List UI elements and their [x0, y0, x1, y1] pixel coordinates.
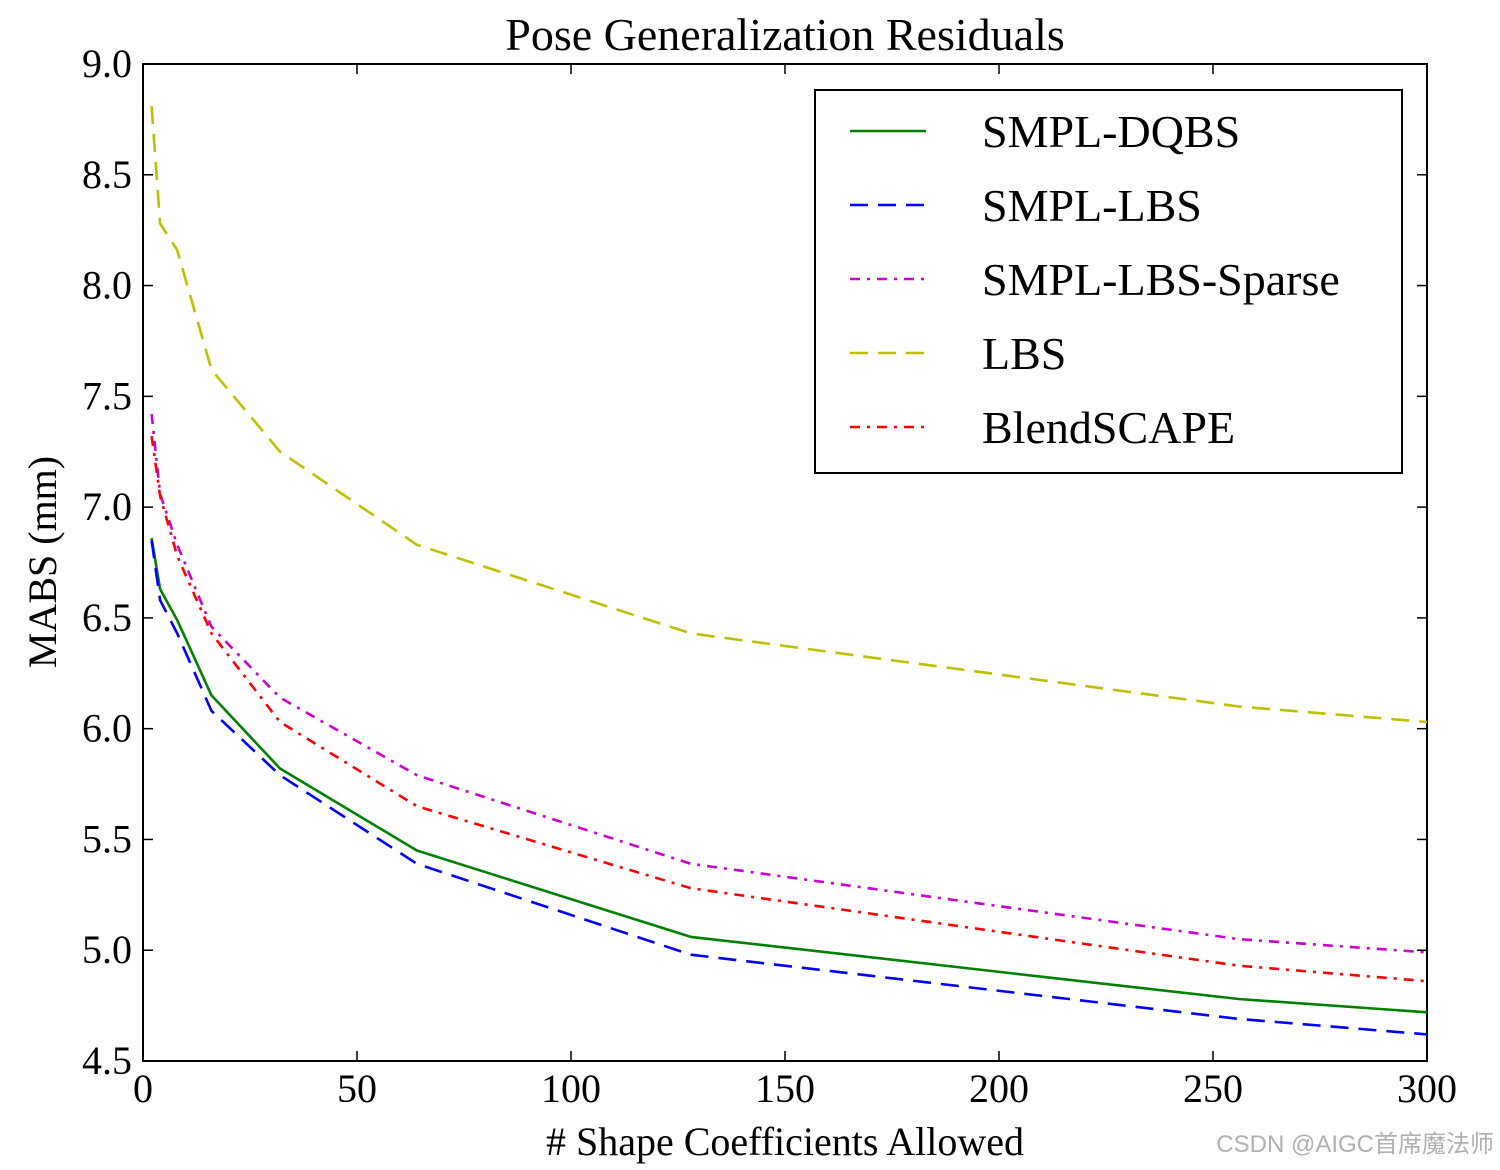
y-tick-label: 7.5	[82, 373, 132, 418]
legend-label: SMPL-DQBS	[982, 106, 1240, 157]
x-tick-label: 0	[133, 1066, 153, 1111]
watermark: CSDN @AIGC首席魔法师	[1216, 1131, 1494, 1158]
legend-label: BlendSCAPE	[982, 402, 1235, 453]
ticks-layer	[142, 63, 1428, 1062]
x-axis-label: # Shape Coefficients Allowed	[546, 1119, 1024, 1164]
series-line-smpl-lbs-sparse	[150, 413, 1428, 954]
legend: SMPL-DQBS SMPL-LBS SMPL-LBS-Sparse LBS Blend…	[814, 89, 1403, 474]
x-tick-label: 100	[541, 1066, 601, 1111]
series-line-smpl-dqbs	[150, 537, 1428, 1014]
series-layer	[150, 106, 1428, 1036]
y-tick-label: 8.0	[82, 263, 132, 308]
series-line-smpl-lbs	[150, 540, 1428, 1036]
legend-frame	[814, 89, 1403, 474]
y-tick-label: 9.0	[82, 41, 132, 86]
y-axis-label: MABS (mm)	[20, 456, 65, 668]
y-tick-label: 7.0	[82, 484, 132, 529]
series-line-lbs	[150, 106, 1428, 724]
x-tick-label: 200	[969, 1066, 1029, 1111]
x-tick-labels: 0 50 100 150 200 250 300	[133, 1066, 1457, 1111]
y-tick-label: 6.0	[82, 706, 132, 751]
x-tick-label: 150	[755, 1066, 815, 1111]
plot-area	[142, 63, 1428, 1062]
y-tick-labels: 4.5 5.0 5.5 6.0 6.5 7.0 7.5 8.0 8.5 9.0	[82, 41, 132, 1083]
x-tick-label: 250	[1183, 1066, 1243, 1111]
legend-label: SMPL-LBS-Sparse	[982, 254, 1340, 305]
y-tick-label: 5.0	[82, 927, 132, 972]
x-tick-label: 300	[1397, 1066, 1457, 1111]
series-line-blendscape	[150, 436, 1428, 983]
y-tick-label: 6.5	[82, 595, 132, 640]
chart-title: Pose Generalization Residuals	[505, 9, 1065, 60]
y-tick-label: 8.5	[82, 152, 132, 197]
legend-label: LBS	[982, 328, 1066, 379]
legend-label: SMPL-LBS	[982, 180, 1202, 231]
x-tick-label: 50	[337, 1066, 377, 1111]
y-tick-label: 4.5	[82, 1038, 132, 1083]
y-tick-label: 5.5	[82, 816, 132, 861]
